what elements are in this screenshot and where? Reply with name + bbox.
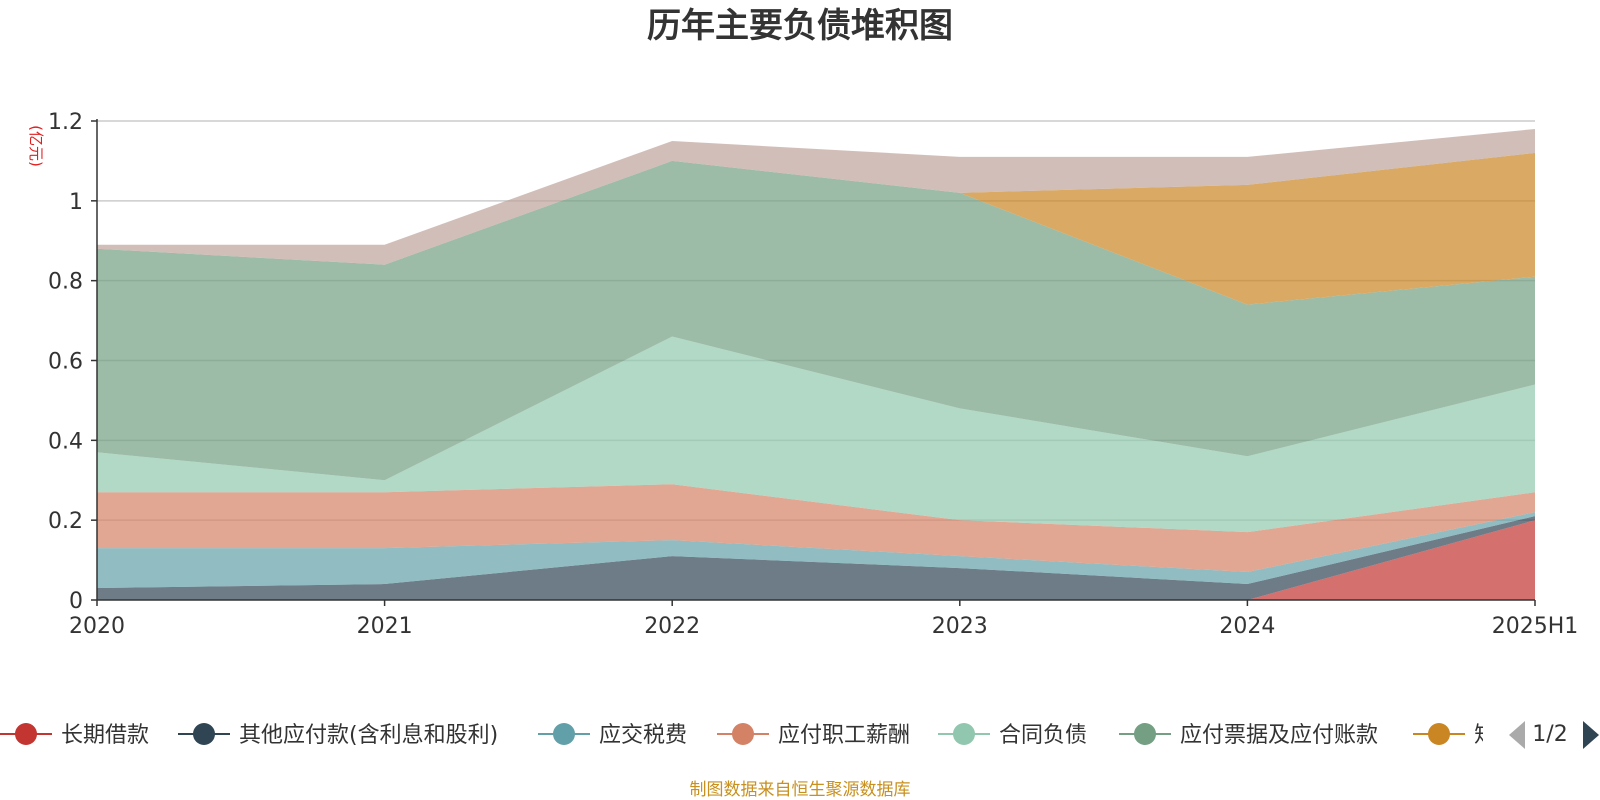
x-tick-label: 2022 bbox=[644, 614, 700, 639]
legend-item[interactable]: 应交税费 bbox=[538, 723, 687, 748]
legend-marker-circle bbox=[1134, 723, 1156, 745]
legend-marker-circle bbox=[1428, 723, 1450, 745]
area-series-2 bbox=[97, 512, 1535, 589]
legend-label: 合同负债 bbox=[999, 723, 1087, 748]
legend-marker-circle bbox=[732, 723, 754, 745]
y-tick-label: 0.6 bbox=[48, 350, 83, 375]
y-tick-label: 0.8 bbox=[48, 270, 83, 295]
legend-label: 应付职工薪酬 bbox=[778, 723, 910, 748]
area-series-0 bbox=[97, 520, 1535, 600]
area-series-1 bbox=[97, 516, 1535, 600]
x-tick-label: 2023 bbox=[932, 614, 988, 639]
legend-page-indicator: 1/2 bbox=[1532, 722, 1567, 747]
x-tick-label: 2021 bbox=[357, 614, 413, 639]
legend-marker-circle bbox=[193, 723, 215, 745]
legend-item[interactable]: 其他应付款(含利息和股利) bbox=[178, 723, 498, 748]
chart-title: 历年主要负债堆积图 bbox=[647, 6, 953, 46]
legend-item[interactable]: 矩 bbox=[1413, 723, 1496, 748]
area-series-5 bbox=[97, 160, 1535, 481]
legend: 长期借款 其他应付款(含利息和股利) 应交税费 应付职工薪酬 合同负债 应付票据及应付账款… bbox=[0, 723, 1496, 748]
y-tick-label: 1.2 bbox=[48, 110, 83, 135]
legend-next-arrow-icon[interactable] bbox=[1583, 721, 1599, 749]
x-axis-ticks: 2020 2021 2022 2023 2024 2025H1 bbox=[69, 600, 1578, 639]
source-note: 制图数据来自恒生聚源数据库 bbox=[690, 780, 911, 800]
x-tick-label: 2024 bbox=[1219, 614, 1275, 639]
legend-item[interactable]: 应付职工薪酬 bbox=[717, 723, 910, 748]
y-tick-label: 1 bbox=[69, 190, 83, 215]
legend-marker-circle bbox=[953, 723, 975, 745]
y-tick-label: 0 bbox=[69, 589, 83, 614]
legend-marker-circle bbox=[15, 723, 37, 745]
y-tick-label: 0.2 bbox=[48, 509, 83, 534]
area-series-4 bbox=[97, 336, 1535, 533]
legend-label: 其他应付款(含利息和股利) bbox=[239, 723, 498, 748]
x-tick-label: 2020 bbox=[69, 614, 125, 639]
legend-pager: 1/2 bbox=[1509, 721, 1599, 749]
legend-label: 应付票据及应付账款 bbox=[1180, 723, 1378, 748]
x-tick-label: 2025H1 bbox=[1492, 614, 1579, 639]
y-axis-ticks: 0 0.2 0.4 0.6 0.8 1 1.2 bbox=[48, 110, 97, 614]
legend-prev-arrow-icon[interactable] bbox=[1509, 721, 1525, 749]
legend-item[interactable]: 应付票据及应付账款 bbox=[1119, 723, 1378, 748]
legend-label: 应交税费 bbox=[599, 723, 687, 748]
legend-marker-circle bbox=[553, 723, 575, 745]
area-series-3 bbox=[97, 484, 1535, 573]
legend-item[interactable]: 长期借款 bbox=[0, 723, 149, 748]
area-layers bbox=[97, 128, 1535, 600]
legend-label: 矩 bbox=[1474, 723, 1496, 748]
y-tick-label: 0.4 bbox=[48, 429, 83, 454]
area-series-6 bbox=[97, 152, 1535, 305]
y-axis-unit: (亿元) bbox=[27, 125, 45, 167]
legend-label: 长期借款 bbox=[61, 723, 149, 748]
legend-items: 长期借款 其他应付款(含利息和股利) 应交税费 应付职工薪酬 合同负债 应付票据及应付账款… bbox=[0, 723, 1496, 748]
area-series-7 bbox=[97, 128, 1535, 265]
legend-item[interactable]: 合同负债 bbox=[938, 723, 1087, 748]
